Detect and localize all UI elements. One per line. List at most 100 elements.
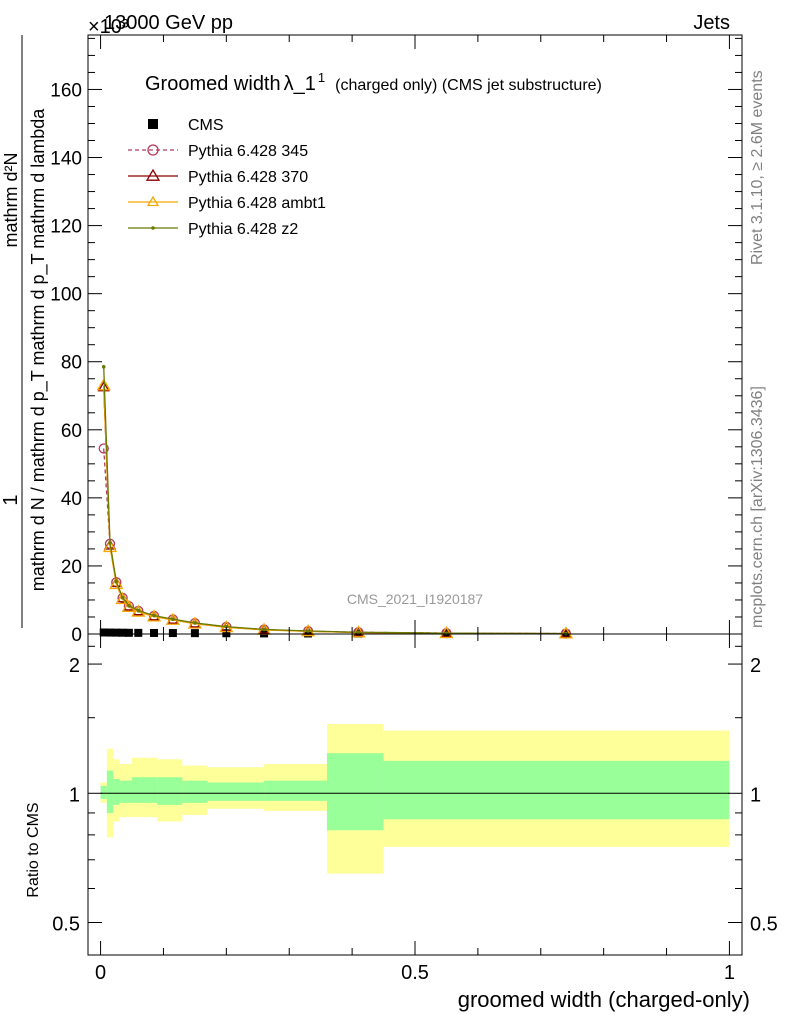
stat-uncertainty-band-bin <box>264 780 327 801</box>
data-point-marker <box>356 630 361 635</box>
x-tick-label: 1 <box>724 962 735 984</box>
stat-uncertainty-band-bin <box>383 760 730 820</box>
series-line <box>103 385 566 635</box>
stat-uncertainty-band-bin <box>182 780 208 803</box>
data-point-marker <box>124 628 133 637</box>
data-point-marker <box>127 603 131 608</box>
data-point-marker <box>193 621 197 625</box>
plot-title: Groomed width λ_1 1 (charged only) (CMS jet… <box>145 70 602 95</box>
legend-marker <box>146 195 160 207</box>
title-symbol: λ_1 <box>284 73 316 95</box>
data-point-marker <box>102 539 118 553</box>
data-point-marker <box>112 628 121 637</box>
data-point-marker <box>136 608 141 613</box>
data-point-marker <box>439 626 454 639</box>
legend: CMS Pythia 6.428 345 Pythia 6.428 370 Pythi… <box>128 117 326 238</box>
ratio-y-tick-label-right: 1 <box>750 784 761 806</box>
analysis-watermark: CMS_2021_I1920187 <box>347 591 483 607</box>
data-point-marker <box>98 443 109 454</box>
main-plot-panel: 0 20 40 60 80 100 120 140 160 <box>50 34 743 646</box>
y-tick-label: 160 <box>50 80 82 101</box>
ratio-plot-panel: 0.5 0.5 1 1 2 2 0 0.5 1 <box>52 633 778 984</box>
legend-marker <box>145 168 161 181</box>
data-point-marker <box>109 577 124 590</box>
legend-entry: Pythia 6.428 370 <box>128 168 308 186</box>
data-point-marker <box>558 626 574 639</box>
legend-marker <box>147 144 159 156</box>
legend-marker <box>148 119 158 129</box>
process-label: 13000 GeV pp <box>104 12 233 34</box>
y-label-numerator: mathrm d²N <box>1 152 21 247</box>
series-line <box>103 366 566 635</box>
stat-uncertainty-band-bin <box>113 778 120 805</box>
x-tick-label: 0.5 <box>401 962 429 984</box>
legend-label: Pythia 6.428 370 <box>188 169 308 186</box>
data-point-marker <box>120 595 125 600</box>
data-point-marker <box>171 617 175 621</box>
legend-label: Pythia 6.428 345 <box>188 143 308 160</box>
stat-uncertainty-band-bin <box>157 777 183 805</box>
data-point-marker <box>101 365 106 369</box>
data-point-marker <box>121 599 137 612</box>
legend-label: Pythia 6.428 z2 <box>188 221 298 238</box>
data-point-marker <box>224 624 229 629</box>
y-label-one: 1 <box>0 494 22 505</box>
data-point-marker <box>152 613 156 618</box>
x-tick-label: 0 <box>95 962 106 984</box>
data-point-marker <box>150 628 159 637</box>
y-tick-label: 40 <box>61 489 82 510</box>
data-point-marker <box>168 629 177 638</box>
data-point-marker <box>115 592 130 605</box>
site-label: mcplots.cern.ch [arXiv:1306.3436] <box>749 386 766 628</box>
legend-marker <box>151 226 155 230</box>
stat-uncertainty-band-bin <box>207 782 265 801</box>
title-suffix: (charged only) (CMS jet substructure) <box>335 77 602 94</box>
title-superscript: 1 <box>318 70 325 85</box>
legend-entry: CMS <box>148 117 224 134</box>
stat-uncertainty-band-bin <box>100 785 107 799</box>
y-label-outer-denominator: mathrm d N / mathrm d p_T mathrm d p_T m… <box>28 108 49 591</box>
y-tick-label: 120 <box>50 217 82 238</box>
series-line <box>103 387 566 635</box>
data-point-marker <box>304 629 313 638</box>
y-tick-label: 100 <box>50 285 82 306</box>
legend-entry: Pythia 6.428 ambt1 <box>128 195 326 212</box>
ratio-y-tick-label-right: 2 <box>750 655 761 677</box>
series-pythia-6-428-345 <box>98 443 572 639</box>
main-y-axis-label: 1 mathrm d N / mathrm d p_T mathrm d p_T… <box>0 35 49 628</box>
y-tick-label: 140 <box>50 149 82 170</box>
data-point-marker <box>114 579 119 584</box>
x-axis-label: groomed width (charged-only) <box>458 987 750 1012</box>
ratio-y-tick-label: 0.5 <box>52 913 80 935</box>
legend-entry: Pythia 6.428 z2 <box>128 221 298 238</box>
data-point-marker <box>106 628 115 637</box>
legend-label: CMS <box>188 117 224 134</box>
data-point-marker <box>190 629 199 638</box>
ratio-y-tick-label-right: 0.5 <box>750 913 778 935</box>
data-point-marker <box>134 628 143 637</box>
data-point-marker <box>306 629 310 633</box>
stat-uncertainty-band-bin <box>106 770 114 813</box>
ratio-y-tick-label: 1 <box>69 784 80 806</box>
y-tick-label: 0 <box>71 625 82 646</box>
ratio-y-label: Ratio to CMS <box>25 802 42 897</box>
data-point-marker <box>118 628 127 637</box>
data-point-marker <box>99 628 108 637</box>
main-plot-frame <box>87 34 743 635</box>
category-label: Jets <box>693 12 730 34</box>
legend-label: Pythia 6.428 ambt1 <box>188 195 326 212</box>
ratio-y-tick-label: 2 <box>69 655 80 677</box>
series-line <box>103 448 566 635</box>
data-point-marker <box>96 378 111 391</box>
series-pythia-6-428-ambt1 <box>96 378 574 639</box>
stat-uncertainty-band-bin <box>119 780 133 803</box>
data-point-marker <box>108 540 112 545</box>
y-tick-label: 60 <box>61 421 82 442</box>
stat-uncertainty-band-bin <box>132 777 158 803</box>
legend-entry: Pythia 6.428 345 <box>128 143 308 160</box>
y-tick-label: 80 <box>61 353 82 374</box>
rivet-version-label: Rivet 3.1.10, ≥ 2.6M events <box>749 70 766 265</box>
exponent-label: ×10³ <box>88 16 129 38</box>
